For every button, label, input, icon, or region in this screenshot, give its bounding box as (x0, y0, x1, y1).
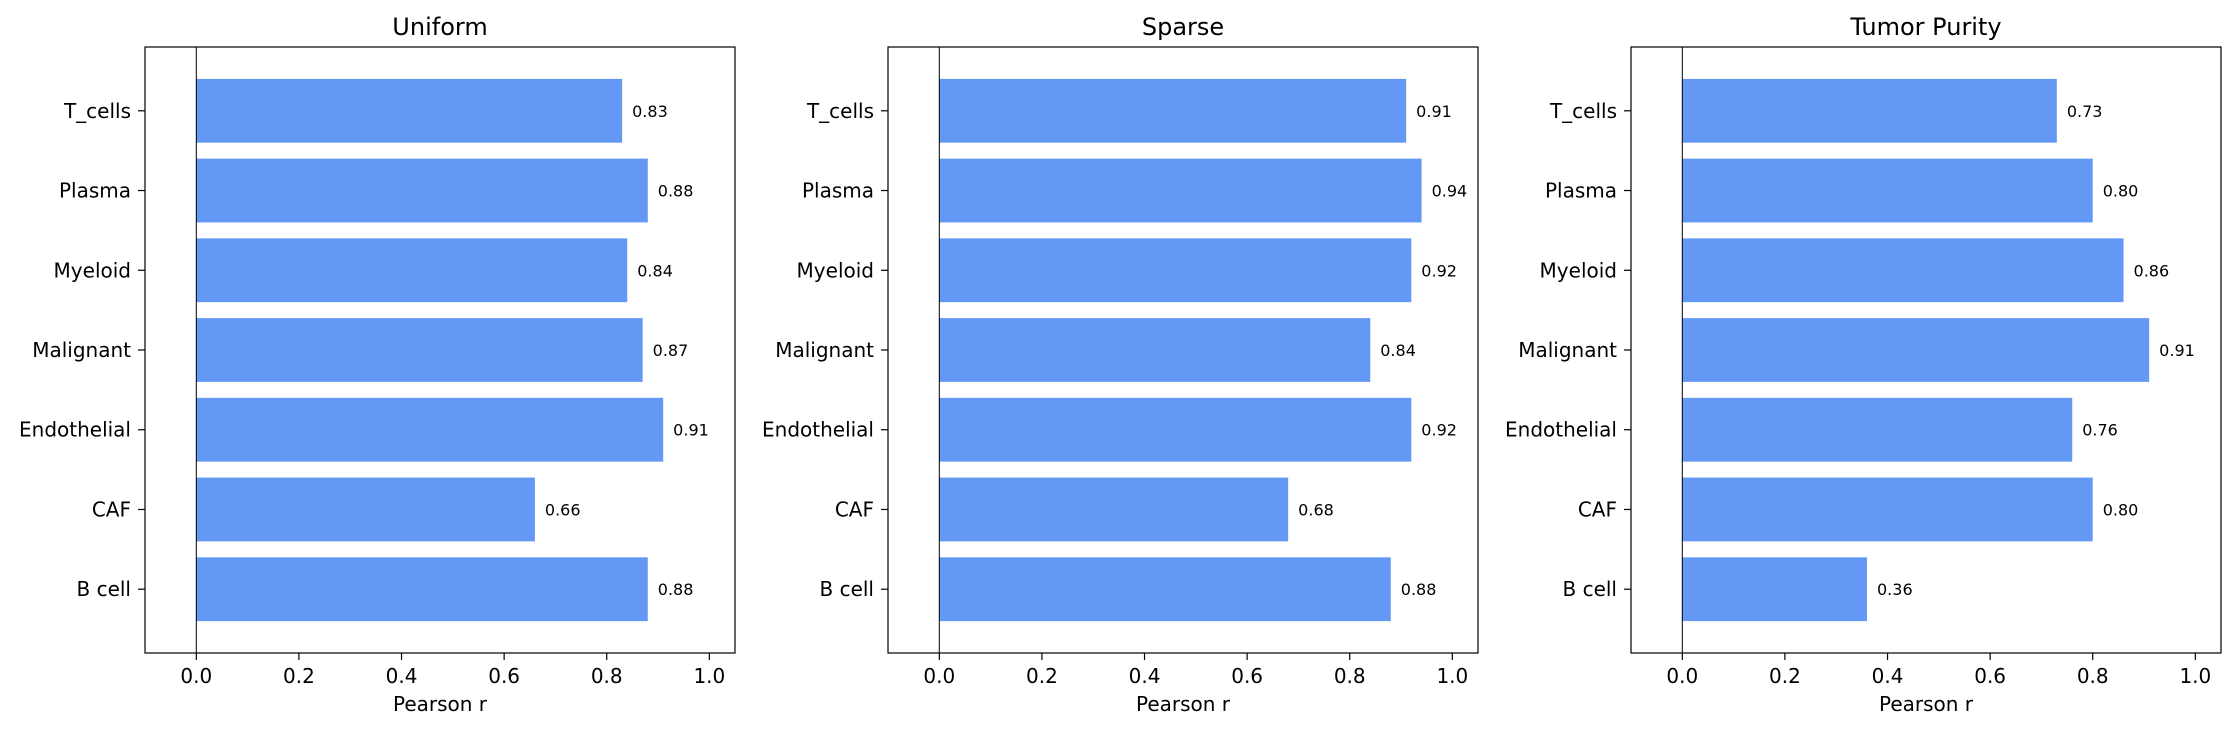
data-label-myeloid: 0.86 (2134, 261, 2170, 280)
y-tick-label-malignant: Malignant (1518, 338, 1617, 362)
x-tick-label: 0.6 (1974, 664, 2006, 688)
data-label-caf: 0.80 (2103, 500, 2139, 519)
bar-caf (196, 477, 535, 542)
subplots: Uniform 0.83 T_cells 0.88 Plasma 0.84 Myeloid 0… (19, 13, 2222, 716)
axes-frame (1630, 46, 2222, 654)
x-tick-label: 0.4 (1129, 664, 1161, 688)
x-tick-label: 0.0 (1666, 664, 1698, 688)
subplot-uniform: Uniform 0.83 T_cells 0.88 Plasma 0.84 Myeloid 0… (19, 13, 736, 716)
data-label-t-cells: 0.83 (632, 102, 668, 121)
bar-endothelial (196, 397, 664, 462)
data-label-plasma: 0.94 (1432, 182, 1468, 201)
y-tick-label-endothelial: Endothelial (19, 418, 131, 442)
data-label-caf: 0.68 (1298, 500, 1334, 519)
bar-b-cell (939, 557, 1391, 622)
x-axis-label: Pearson r (393, 692, 488, 716)
y-tick-label-myeloid: Myeloid (1540, 258, 1617, 282)
x-tick-label: 0.6 (1231, 664, 1263, 688)
x-tick-label: 0.0 (923, 664, 955, 688)
y-tick-label-plasma: Plasma (1545, 179, 1617, 203)
x-tick-label: 0.4 (386, 664, 418, 688)
bar-plasma (1682, 158, 2093, 223)
data-label-malignant: 0.87 (653, 341, 689, 360)
y-tick-label-myeloid: Myeloid (54, 258, 131, 282)
x-tick-label: 1.0 (1436, 664, 1468, 688)
x-tick-label: 0.8 (591, 664, 623, 688)
data-label-malignant: 0.84 (1380, 341, 1416, 360)
axes-frame (887, 46, 1479, 654)
x-tick-label: 0.2 (1026, 664, 1058, 688)
data-label-caf: 0.66 (545, 500, 581, 519)
y-tick-label-endothelial: Endothelial (762, 418, 874, 442)
bar-b-cell (1682, 557, 1867, 622)
bar-caf (939, 477, 1289, 542)
x-tick-label: 0.2 (283, 664, 315, 688)
x-tick-label: 0.6 (488, 664, 520, 688)
y-tick-label-caf: CAF (1578, 497, 1617, 521)
chart-title: Tumor Purity (1849, 13, 2001, 41)
x-tick-label: 0.8 (2077, 664, 2109, 688)
x-tick-label: 1.0 (2179, 664, 2211, 688)
data-label-t-cells: 0.73 (2067, 102, 2103, 121)
x-tick-label: 0.0 (180, 664, 212, 688)
data-label-malignant: 0.91 (2159, 341, 2195, 360)
data-label-b-cell: 0.36 (1877, 580, 1913, 599)
bar-plasma (939, 158, 1422, 223)
subplot-sparse: Sparse 0.91 T_cells 0.94 Plasma 0.92 Myeloid 0.… (762, 13, 1479, 716)
bar-plasma (196, 158, 648, 223)
bar-malignant (939, 318, 1371, 382)
data-label-b-cell: 0.88 (1401, 580, 1437, 599)
data-label-plasma: 0.88 (658, 182, 694, 201)
subplot-tumor-purity: Tumor Purity 0.73 T_cells 0.80 Plasma 0.86 Mye… (1505, 13, 2222, 716)
data-label-endothelial: 0.91 (673, 421, 709, 440)
y-tick-label-malignant: Malignant (775, 338, 874, 362)
data-label-b-cell: 0.88 (658, 580, 694, 599)
chart-title: Sparse (1142, 13, 1224, 41)
y-tick-label-b-cell: B cell (77, 577, 132, 601)
data-label-endothelial: 0.92 (1421, 421, 1457, 440)
bar-myeloid (196, 238, 628, 303)
axes-frame (144, 46, 736, 654)
bar-t-cells (939, 78, 1407, 143)
y-tick-label-caf: CAF (92, 497, 131, 521)
bar-t-cells (196, 78, 623, 143)
bar-endothelial (1682, 397, 2073, 462)
chart-title: Uniform (392, 13, 487, 41)
x-axis-label: Pearson r (1879, 692, 1974, 716)
y-tick-label-b-cell: B cell (820, 577, 875, 601)
x-axis-label: Pearson r (1136, 692, 1231, 716)
y-tick-label-malignant: Malignant (32, 338, 131, 362)
data-label-t-cells: 0.91 (1416, 102, 1452, 121)
y-tick-label-b-cell: B cell (1563, 577, 1618, 601)
data-label-endothelial: 0.76 (2082, 421, 2118, 440)
y-tick-label-caf: CAF (835, 497, 874, 521)
bar-b-cell (196, 557, 648, 622)
x-tick-label: 1.0 (693, 664, 725, 688)
bar-caf (1682, 477, 2093, 542)
bar-endothelial (939, 397, 1412, 462)
y-tick-label-t-cells: T_cells (1549, 99, 1617, 123)
data-label-myeloid: 0.92 (1421, 261, 1457, 280)
bar-malignant (1682, 318, 2150, 382)
x-tick-label: 0.8 (1334, 664, 1366, 688)
y-tick-label-endothelial: Endothelial (1505, 418, 1617, 442)
y-tick-label-plasma: Plasma (802, 179, 874, 203)
bar-t-cells (1682, 78, 2057, 143)
x-tick-label: 0.4 (1872, 664, 1904, 688)
y-tick-label-myeloid: Myeloid (797, 258, 874, 282)
bar-myeloid (939, 238, 1412, 303)
bar-myeloid (1682, 238, 2124, 303)
data-label-plasma: 0.80 (2103, 182, 2139, 201)
x-tick-label: 0.2 (1769, 664, 1801, 688)
bar-malignant (196, 318, 643, 382)
data-label-myeloid: 0.84 (637, 261, 673, 280)
y-tick-label-t-cells: T_cells (63, 99, 131, 123)
y-tick-label-t-cells: T_cells (806, 99, 874, 123)
y-tick-label-plasma: Plasma (59, 179, 131, 203)
